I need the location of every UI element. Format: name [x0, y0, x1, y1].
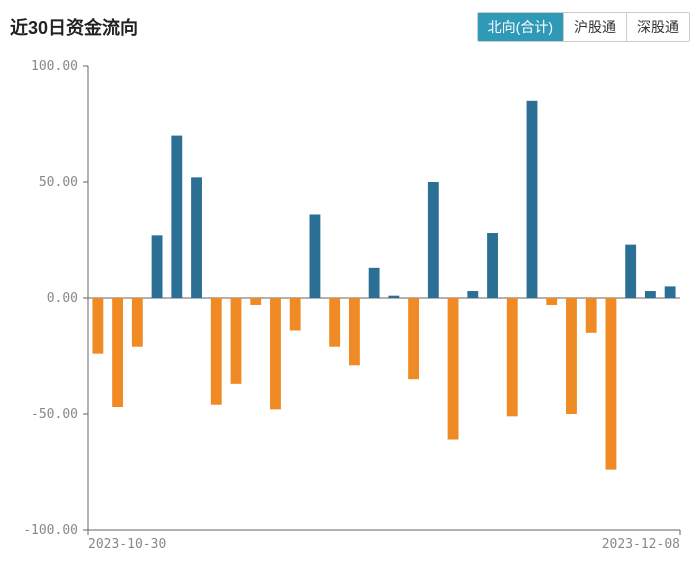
- bar: [92, 298, 103, 354]
- bar: [191, 177, 202, 298]
- bar: [665, 286, 676, 298]
- bar-chart-svg: -100.00 -50.00 0.00 50.00 100.00 2023-10-30 20…: [10, 52, 688, 552]
- svg-text:2023-12-08: 2023-12-08: [602, 537, 680, 552]
- bar: [586, 298, 597, 333]
- bar: [546, 298, 557, 305]
- bar: [527, 101, 538, 298]
- tab-group: 北向(合计) 沪股通 深股通: [477, 12, 690, 42]
- bar: [152, 235, 163, 298]
- tab-hu-gu-tong[interactable]: 沪股通: [564, 13, 627, 41]
- bar: [349, 298, 360, 365]
- bar: [428, 182, 439, 298]
- bar: [645, 291, 656, 298]
- bar: [290, 298, 301, 330]
- bar: [171, 136, 182, 298]
- svg-text:-50.00: -50.00: [31, 407, 78, 422]
- bar: [388, 296, 399, 298]
- svg-text:0.00: 0.00: [47, 291, 78, 306]
- bar: [270, 298, 281, 409]
- svg-text:2023-10-30: 2023-10-30: [88, 537, 166, 552]
- bar: [606, 298, 617, 470]
- bar: [408, 298, 419, 379]
- bar: [507, 298, 518, 416]
- svg-text:100.00: 100.00: [31, 59, 78, 74]
- svg-text:-100.00: -100.00: [23, 523, 78, 538]
- chart-area: -100.00 -50.00 0.00 50.00 100.00 2023-10-30 20…: [10, 52, 688, 552]
- bar: [211, 298, 222, 405]
- bar: [231, 298, 242, 384]
- tab-shen-gu-tong[interactable]: 深股通: [627, 13, 689, 41]
- bar: [310, 214, 321, 298]
- bar: [566, 298, 577, 414]
- chart-card: 近30日资金流向 北向(合计) 沪股通 深股通 -100.00 -50.00 0.0…: [0, 0, 700, 566]
- bar: [329, 298, 340, 347]
- bar: [487, 233, 498, 298]
- bar: [250, 298, 261, 305]
- bar: [448, 298, 459, 440]
- bar: [132, 298, 143, 347]
- bar: [467, 291, 478, 298]
- bar: [112, 298, 123, 407]
- svg-text:50.00: 50.00: [39, 175, 78, 190]
- chart-title: 近30日资金流向: [10, 14, 138, 40]
- bar: [625, 245, 636, 298]
- header: 近30日资金流向 北向(合计) 沪股通 深股通: [10, 12, 690, 42]
- bar: [369, 268, 380, 298]
- tab-northbound-total[interactable]: 北向(合计): [478, 13, 564, 41]
